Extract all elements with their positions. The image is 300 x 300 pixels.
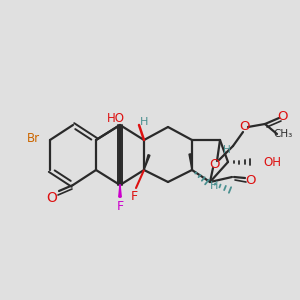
Text: H: H (140, 117, 148, 127)
Polygon shape (189, 154, 192, 170)
Text: CH₃: CH₃ (273, 129, 292, 139)
Text: H: H (210, 181, 218, 191)
Text: H: H (223, 145, 231, 155)
Text: O: O (240, 121, 250, 134)
Text: O: O (210, 158, 220, 170)
Text: OH: OH (263, 155, 281, 169)
Text: O: O (278, 110, 288, 122)
Polygon shape (119, 185, 121, 197)
Text: F: F (116, 200, 124, 212)
Text: F: F (130, 190, 138, 203)
Text: Br: Br (26, 133, 40, 146)
Polygon shape (144, 155, 150, 170)
Text: HO: HO (107, 112, 125, 124)
Text: O: O (46, 191, 57, 205)
Text: O: O (246, 173, 256, 187)
